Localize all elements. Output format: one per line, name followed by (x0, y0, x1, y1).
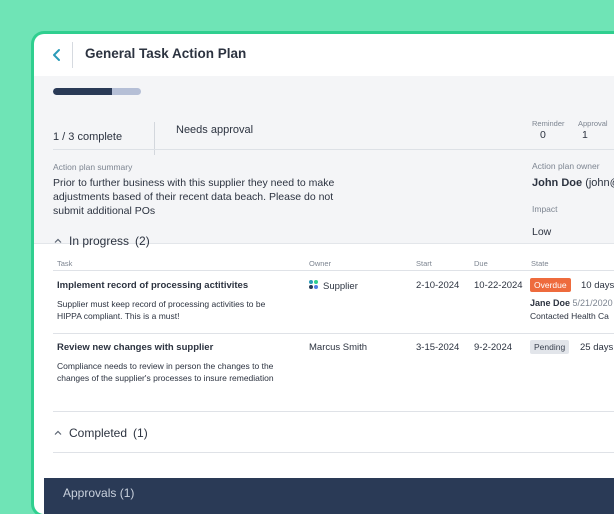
row-divider (53, 333, 614, 334)
header-divider (72, 42, 73, 68)
chevron-up-icon (54, 238, 62, 243)
completed-count: (1) (133, 426, 148, 440)
reminder-value: 0 (540, 129, 546, 141)
status-text: Needs approval (176, 124, 254, 136)
progress-bar-fill (53, 88, 112, 95)
in-progress-toggle[interactable]: In progress (2) (53, 234, 150, 248)
owner-name-text: John Doe (532, 177, 583, 189)
status-badge: Pending (530, 340, 570, 354)
task-owner: Marcus Smith (309, 342, 368, 353)
column-start: Start (416, 259, 432, 268)
progress-bar (53, 88, 141, 95)
task-description: Compliance needs to review in person the… (57, 361, 274, 383)
summary-panel: 1 / 3 complete Needs approval Reminder 0… (34, 76, 614, 244)
task-description: Supplier must keep record of processing … (57, 299, 266, 321)
impact-label: Impact (532, 204, 558, 214)
approval-value: 1 (582, 129, 588, 141)
task-title[interactable]: Implement record of processing actitivit… (57, 280, 249, 291)
task-title[interactable]: Review new changes with supplier (57, 342, 214, 353)
task-start: 3-15-2024 (416, 342, 460, 353)
assignee-note: Contacted Health Ca (530, 311, 609, 321)
completed-toggle[interactable]: Completed (1) (53, 426, 148, 440)
task-owner: Supplier (309, 280, 358, 292)
days-remaining: 10 days (581, 280, 614, 291)
in-progress-label: In progress (69, 234, 130, 248)
impact-value: Low (532, 226, 552, 238)
column-due: Due (474, 259, 488, 268)
page-title: General Task Action Plan (85, 46, 247, 61)
summary-text: Prior to further business with this supp… (53, 177, 335, 217)
owner-email: (john@ (585, 177, 614, 189)
task-start: 2-10-2024 (416, 280, 460, 291)
completed-label: Completed (69, 426, 128, 440)
summary-separator (53, 149, 614, 150)
task-owner-text: Supplier (323, 281, 358, 292)
progress-text: 1 / 3 complete (53, 131, 123, 143)
approval-label: Approval (578, 119, 608, 128)
supplier-icon (309, 280, 319, 290)
summary-label: Action plan summary (53, 162, 133, 172)
task-due: 9-2-2024 (474, 342, 513, 353)
approvals-bar[interactable]: Approvals (1) (44, 478, 614, 514)
column-task: Task (57, 259, 73, 268)
back-chevron-icon[interactable] (48, 46, 66, 64)
task-due: 10-22-2024 (474, 280, 523, 291)
column-state: State (531, 259, 549, 268)
in-progress-count: (2) (135, 234, 150, 248)
owner-label: Action plan owner (532, 161, 600, 171)
owner-name: John Doe (john@ (532, 177, 614, 189)
days-remaining: 25 days (580, 342, 614, 353)
status-badge: Overdue (530, 278, 571, 292)
assignee-line: Jane Doe 5/21/2020 (530, 298, 613, 308)
chevron-up-icon (54, 430, 62, 435)
summary-divider (154, 122, 155, 155)
table-header-divider (53, 270, 614, 271)
assignee-name: Jane Doe (530, 298, 571, 308)
action-plan-card: General Task Action Plan 1 / 3 complete … (34, 34, 614, 514)
section-divider (53, 452, 614, 453)
page-header: General Task Action Plan (34, 34, 614, 77)
approvals-label: Approvals (1) (63, 486, 135, 500)
column-owner: Owner (309, 259, 332, 268)
reminder-label: Reminder (532, 119, 565, 128)
section-divider (53, 411, 614, 412)
assignee-date: 5/21/2020 (572, 298, 613, 308)
